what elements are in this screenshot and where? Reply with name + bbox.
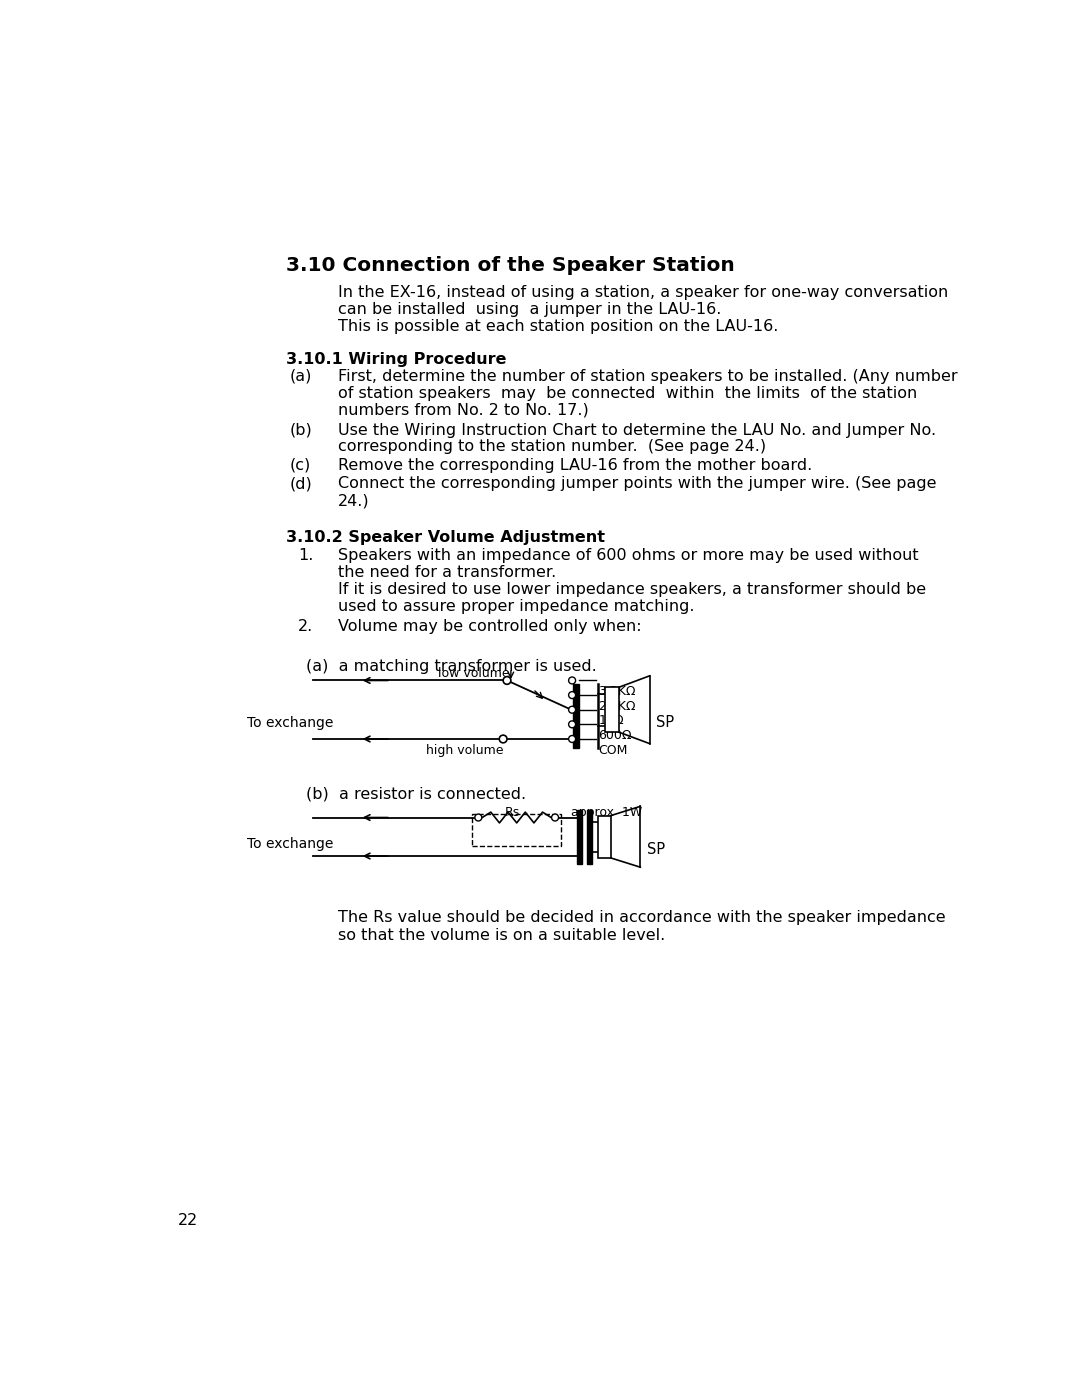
Circle shape [475, 814, 482, 821]
Circle shape [552, 814, 558, 821]
Text: (c): (c) [291, 458, 311, 474]
Text: In the EX-16, instead of using a station, a speaker for one-way conversation: In the EX-16, instead of using a station… [338, 285, 948, 300]
Text: 1KΩ: 1KΩ [598, 714, 624, 728]
Bar [586, 810, 592, 863]
Text: can be installed  using  a jumper in the LAU-16.: can be installed using a jumper in the L… [338, 302, 721, 317]
Circle shape [568, 692, 576, 698]
Bar [472, 813, 562, 847]
Text: low volume: low volume [437, 666, 510, 679]
Circle shape [568, 721, 576, 728]
Text: Volume may be controlled only when:: Volume may be controlled only when: [338, 619, 642, 634]
Text: (a): (a) [291, 369, 312, 384]
Bar [605, 687, 619, 732]
Text: Use the Wiring Instruction Chart to determine the LAU No. and Jumper No.: Use the Wiring Instruction Chart to dete… [338, 422, 936, 437]
Text: 3.10.2 Speaker Volume Adjustment: 3.10.2 Speaker Volume Adjustment [286, 529, 605, 545]
Text: COM: COM [598, 743, 627, 757]
Text: Connect the corresponding jumper points with the jumper wire. (See page: Connect the corresponding jumper points … [338, 476, 936, 492]
Text: (b): (b) [291, 422, 313, 437]
Text: the need for a transformer.: the need for a transformer. [338, 564, 556, 580]
Text: SP: SP [647, 842, 664, 858]
Text: 2.: 2. [298, 619, 313, 634]
Text: (a)  a matching transformer is used.: (a) a matching transformer is used. [306, 659, 596, 673]
Circle shape [503, 676, 511, 685]
Text: Remove the corresponding LAU-16 from the mother board.: Remove the corresponding LAU-16 from the… [338, 458, 812, 474]
Text: corresponding to the station number.  (See page 24.): corresponding to the station number. (Se… [338, 440, 766, 454]
Text: 24.): 24.) [338, 493, 369, 509]
Text: Speakers with an impedance of 600 ohms or more may be used without: Speakers with an impedance of 600 ohms o… [338, 548, 919, 563]
Text: 3.3KΩ: 3.3KΩ [598, 685, 636, 698]
Text: (b)  a resistor is connected.: (b) a resistor is connected. [306, 787, 526, 802]
Text: 600Ω: 600Ω [598, 729, 632, 742]
Text: To exchange: To exchange [247, 715, 334, 729]
Bar [598, 816, 611, 858]
Text: (d): (d) [291, 476, 313, 492]
Text: of station speakers  may  be connected  within  the limits  of the station: of station speakers may be connected wit… [338, 386, 917, 401]
Bar [572, 685, 579, 749]
Text: The Rs value should be decided in accordance with the speaker impedance: The Rs value should be decided in accord… [338, 909, 946, 925]
Text: This is possible at each station position on the LAU-16.: This is possible at each station positio… [338, 320, 779, 334]
Text: 3.10 Connection of the Speaker Station: 3.10 Connection of the Speaker Station [286, 256, 734, 275]
Text: 1.: 1. [298, 548, 313, 563]
Text: so that the volume is on a suitable level.: so that the volume is on a suitable leve… [338, 929, 665, 943]
Text: used to assure proper impedance matching.: used to assure proper impedance matching… [338, 599, 694, 613]
Text: To exchange: To exchange [247, 837, 334, 851]
Text: 2.2KΩ: 2.2KΩ [598, 700, 636, 712]
Circle shape [568, 678, 576, 685]
Text: 22: 22 [177, 1214, 198, 1228]
Text: SP: SP [656, 715, 674, 731]
Bar [577, 810, 582, 863]
Text: First, determine the number of station speakers to be installed. (Any number: First, determine the number of station s… [338, 369, 958, 384]
Text: high volume: high volume [426, 743, 503, 757]
Text: approx  1W: approx 1W [570, 806, 642, 819]
Circle shape [499, 735, 507, 743]
Text: 3.10.1 Wiring Procedure: 3.10.1 Wiring Procedure [286, 352, 507, 366]
Text: If it is desired to use lower impedance speakers, a transformer should be: If it is desired to use lower impedance … [338, 583, 927, 597]
Circle shape [568, 707, 576, 714]
Text: numbers from No. 2 to No. 17.): numbers from No. 2 to No. 17.) [338, 402, 589, 418]
Text: Rs: Rs [505, 806, 521, 819]
Circle shape [568, 735, 576, 742]
